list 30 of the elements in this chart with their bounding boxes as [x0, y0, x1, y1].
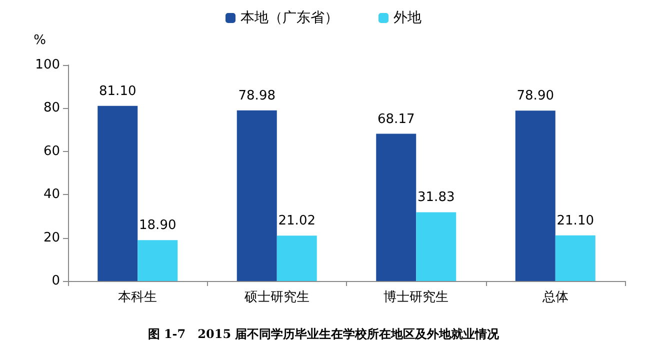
bar	[376, 134, 416, 281]
data-label: 68.17	[378, 112, 415, 127]
y-tick-label: 0	[52, 274, 60, 288]
data-label: 18.90	[139, 218, 176, 234]
y-tick-label: 80	[43, 100, 60, 116]
y-tick-label: 20	[43, 230, 60, 246]
text: 图 1-7 2015 届不同学历毕业生在学校所在地区及外地就业情况	[148, 327, 500, 341]
data-label: 78.98	[238, 88, 276, 104]
bar	[138, 240, 178, 281]
y-tick-label: 100	[35, 58, 60, 72]
legend-label: 本地（广东省）	[240, 10, 338, 26]
x-tick-label: 硕士研究生	[243, 290, 310, 305]
x-tick-label: 本科生	[118, 290, 158, 305]
data-label: 31.83	[418, 190, 455, 206]
y-tick-label: 40	[43, 187, 60, 202]
bar	[236, 110, 277, 281]
y-axis-title: %	[34, 33, 46, 48]
legend-label: 外地	[394, 10, 422, 26]
data-label: 21.10	[556, 213, 594, 228]
bar	[98, 106, 138, 281]
data-label: 81.10	[99, 84, 136, 99]
data-label: 21.02	[278, 214, 316, 229]
bar	[276, 236, 317, 281]
bar	[515, 110, 556, 281]
y-tick-label: 60	[43, 144, 60, 159]
x-tick-label: 博士研究生	[384, 290, 449, 305]
bar	[555, 235, 596, 281]
data-label: 78.90	[516, 88, 554, 104]
x-tick-label: 总体	[541, 290, 568, 305]
bar	[416, 212, 456, 281]
